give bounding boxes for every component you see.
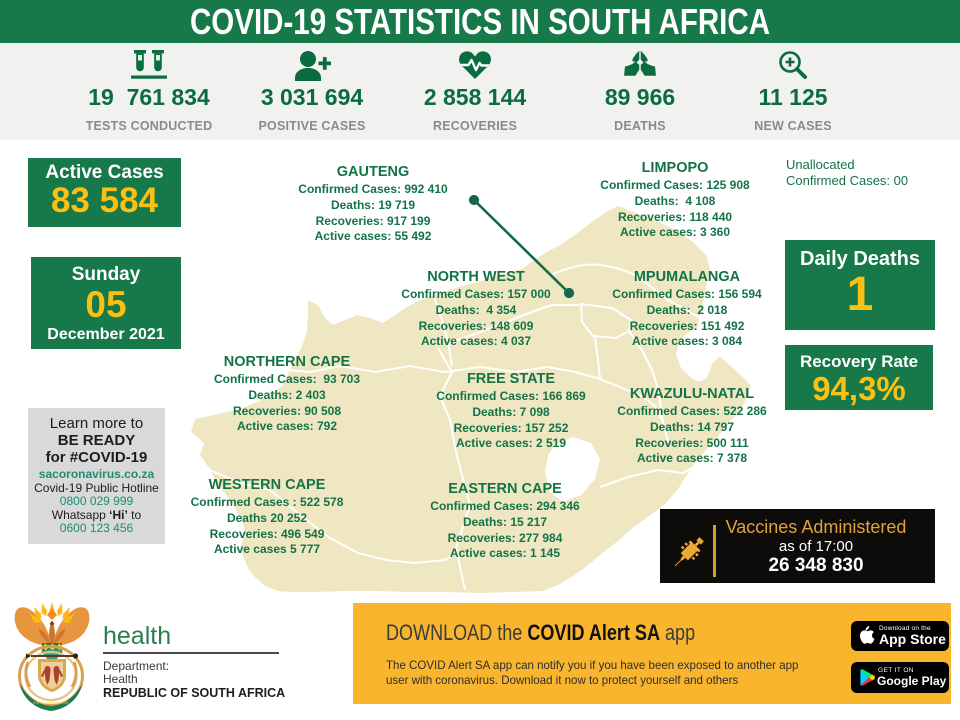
- svg-text:!KE E: /XARRA //KE: !KE E: /XARRA //KE: [33, 700, 69, 705]
